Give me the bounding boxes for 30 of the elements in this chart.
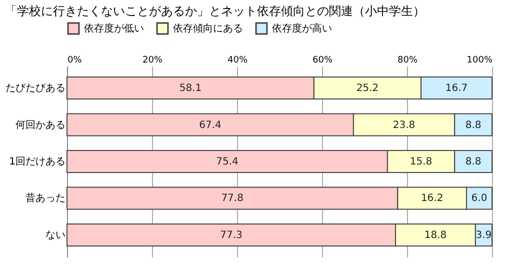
data-label: 58.1 [179, 83, 202, 94]
data-label: 15.8 [410, 156, 432, 168]
legend-label: 依存傾向にある [173, 22, 243, 35]
data-label: 8.8 [465, 120, 482, 131]
x-tick-label: 0% [68, 56, 82, 66]
x-tick-label: 40% [227, 56, 248, 66]
x-tick-label: 100% [466, 56, 493, 66]
legend-label: 依存度が低い [84, 22, 144, 35]
data-label: 16.2 [420, 193, 444, 204]
data-label: 75.4 [216, 156, 238, 168]
data-label: 77.3 [220, 230, 242, 241]
data-label: 18.8 [424, 230, 447, 241]
x-tick-label: 60% [312, 56, 333, 66]
y-tick-label: 何回かある [16, 120, 66, 131]
legend-label: 依存度が高い [272, 22, 332, 35]
y-tick-label: 1回だけある [9, 156, 66, 168]
data-label: 8.8 [465, 156, 482, 168]
y-tick-label: ない [46, 230, 66, 241]
chart-title: 「学校に行きたくないことがあるか」とネット依存傾向との関連（小中学生） [5, 4, 425, 18]
data-label: 16.7 [445, 83, 468, 94]
data-label: 6.0 [471, 193, 488, 204]
data-label: 23.8 [392, 120, 416, 131]
y-tick-label: たびたびある [6, 83, 66, 94]
data-label: 77.8 [221, 193, 244, 204]
y-tick-label: 昔あった [26, 192, 66, 204]
data-label: 67.4 [199, 120, 222, 131]
x-tick-label: 80% [397, 56, 418, 66]
x-tick-label: 20% [142, 56, 163, 66]
data-label: 25.2 [356, 83, 379, 94]
data-label: 3.9 [476, 230, 492, 241]
